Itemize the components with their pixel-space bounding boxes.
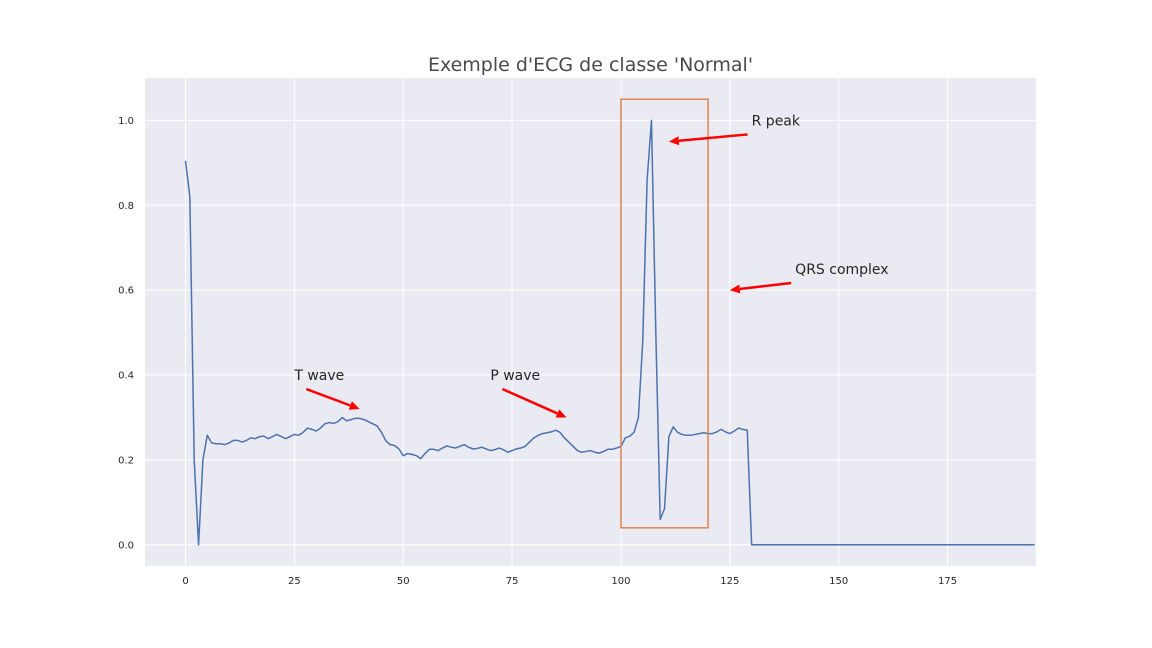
annotation-arrow-head [348,401,360,410]
annotation-arrow-head [555,409,567,418]
annotation-arrow-line [739,281,792,291]
y-tick-label: 0.0 [118,540,134,551]
x-tick-label: 25 [288,576,301,587]
annotation-arrow-line [305,387,351,407]
x-tick-label: 175 [938,576,957,587]
y-tick-label: 0.2 [118,455,134,466]
plot-area [145,78,1036,566]
x-tick-label: 0 [182,576,188,587]
annotation-label: P wave [490,368,540,384]
x-tick-label: 125 [720,576,739,587]
annotation-label: T wave [293,368,344,384]
annotation-arrow-head [729,284,741,294]
annotations-layer: R peak QRS complex T wave P wave [293,113,889,418]
series-layer [184,119,1035,546]
chart-title: Exemple d'ECG de classe 'Normal' [428,54,753,76]
annotation-arrow-line [678,133,748,142]
grid-lines [145,78,1036,566]
annotation-label: QRS complex [795,262,888,278]
annotation-arrow-head [668,136,680,146]
x-tick-label: 100 [611,576,630,587]
annotation-label: R peak [752,113,801,129]
qrs-highlight-box [620,98,709,529]
y-tick-label: 0.6 [118,286,134,297]
x-tick-label: 150 [829,576,848,587]
ecg-series-line [184,119,1035,546]
x-tick-label: 75 [506,576,519,587]
axis-ticks: 0 25 50 75 100 125 150 175 0.0 0.2 0.4 0.6 0.8 1.0 [118,116,957,587]
annotation-arrow-line [501,387,558,415]
y-tick-label: 0.8 [118,201,134,212]
highlight-box-layer [620,98,709,529]
y-tick-label: 0.4 [118,371,134,382]
y-tick-label: 1.0 [118,116,134,127]
x-tick-label: 50 [397,576,410,587]
